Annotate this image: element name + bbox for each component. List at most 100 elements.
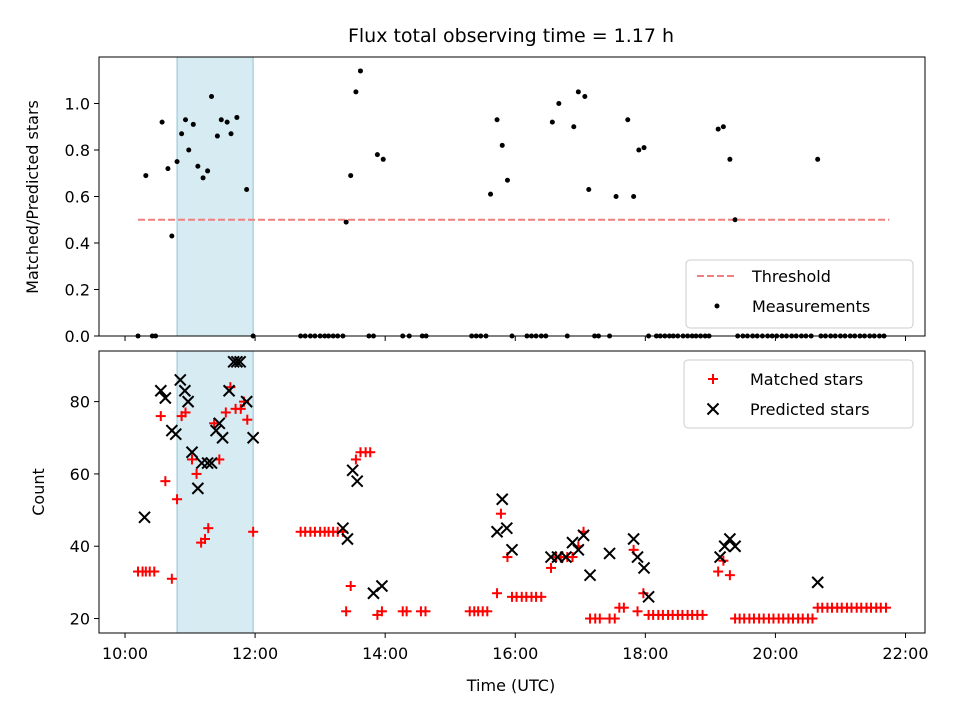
matched-star-point	[594, 613, 605, 624]
x-tick-label: 18:00	[622, 644, 668, 663]
bottom-panel-x-ticks: 10:00 12:00 14:00 16:00 18:00 20:00 22:00	[102, 633, 929, 663]
matched-star-point	[166, 573, 177, 584]
measurement-point	[165, 166, 171, 172]
y-tick-label: 20	[70, 610, 90, 629]
measurement-point	[499, 142, 505, 148]
matched-star-point	[495, 508, 506, 519]
measurement-point	[625, 117, 631, 123]
predicted-star-point	[631, 550, 644, 564]
x-tick-label: 10:00	[102, 644, 148, 663]
predicted-star-point	[490, 525, 504, 538]
measurement-point	[732, 217, 738, 223]
legend-predicted-label: Predicted stars	[750, 400, 870, 419]
measurement-point	[218, 117, 224, 123]
predicted-star-point	[375, 579, 389, 593]
predicted-star-point	[572, 543, 585, 557]
x-tick-label: 14:00	[362, 644, 408, 663]
x-tick-label: 20:00	[752, 644, 798, 663]
measurement-point	[556, 101, 562, 106]
measurement-point	[186, 147, 192, 153]
measurement-point	[504, 177, 510, 183]
measurement-point	[214, 133, 220, 139]
measurement-point	[357, 68, 363, 74]
top-legend: Threshold Measurements	[685, 259, 914, 329]
matched-star-point	[536, 591, 547, 602]
x-tick-label: 22:00	[882, 644, 928, 663]
predicted-star-point	[505, 543, 519, 557]
measurement-point	[224, 119, 230, 125]
predicted-star-point	[213, 417, 226, 430]
measurement-point	[720, 124, 726, 130]
y-tick-label: 60	[70, 465, 90, 484]
predicted-star-point	[500, 521, 514, 535]
predicted-star-point	[811, 576, 824, 589]
matched-star-point	[638, 588, 649, 599]
x-tick-label: 12:00	[232, 644, 278, 663]
matched-star-point	[632, 606, 643, 617]
predicted-star-point	[496, 493, 509, 506]
predicted-star-point	[178, 384, 192, 397]
predicted-star-point	[233, 355, 247, 369]
measurement-point	[205, 168, 211, 174]
predicted-stars-points	[138, 355, 824, 604]
measurement-point	[575, 89, 581, 95]
measurement-point	[727, 156, 733, 162]
bottom-panel: 20 40 60 80 10:00 12:00 14:00 16:00 18:00 20:00 2…	[29, 350, 929, 695]
bottom-panel-y-ticks: 20 40 60 80	[70, 393, 99, 629]
matched-star-point	[172, 494, 183, 505]
measurement-point	[209, 94, 215, 100]
y-tick-label: 1.0	[65, 95, 90, 114]
legend-matched-label: Matched stars	[750, 370, 863, 389]
matched-star-point	[248, 526, 259, 537]
measurement-point	[190, 121, 196, 127]
predicted-star-point	[216, 431, 229, 444]
legend-measurements-swatch	[714, 303, 720, 309]
predicted-star-point	[138, 511, 151, 524]
predicted-star-point	[240, 395, 253, 408]
legend-predicted-marker	[706, 402, 720, 416]
measurement-point	[488, 191, 494, 197]
predicted-star-point	[191, 482, 205, 495]
predicted-star-point	[713, 550, 727, 564]
legend-threshold-label: Threshold	[751, 267, 831, 286]
matched-star-point	[807, 613, 818, 624]
measurement-point	[228, 131, 234, 137]
predicted-star-point	[642, 590, 655, 604]
y-tick-label: 0.2	[65, 281, 90, 300]
predicted-star-point	[230, 355, 244, 369]
matched-star-point	[187, 454, 198, 465]
legend-measurements-label: Measurements	[752, 297, 870, 316]
matched-star-point	[200, 534, 211, 544]
measurement-point	[200, 175, 206, 181]
predicted-star-point	[346, 464, 359, 477]
matched-star-point	[191, 468, 202, 479]
top-panel-y-ticks: 0.0 0.2 0.4 0.6 0.8 1.0	[65, 95, 99, 346]
matched-star-point	[235, 403, 246, 414]
matched-star-point	[376, 606, 387, 617]
matched-star-point	[697, 609, 708, 620]
predicted-star-point	[723, 532, 737, 546]
predicted-star-point	[350, 474, 364, 488]
predicted-star-point	[627, 532, 640, 546]
predicted-star-point	[718, 540, 731, 553]
top-panel-shaded-span	[176, 56, 254, 337]
matched-star-point	[203, 523, 214, 534]
measurement-point	[374, 152, 380, 158]
predicted-star-point	[174, 373, 187, 387]
measurement-point	[571, 124, 577, 130]
measurement-point	[234, 114, 240, 120]
predicted-star-point	[336, 521, 350, 535]
predicted-star-point	[341, 532, 354, 546]
predicted-star-point	[205, 456, 218, 470]
y-tick-label: 0.6	[65, 188, 90, 207]
legend-predicted-swatch	[706, 402, 720, 416]
measurement-point	[631, 194, 637, 199]
predicted-star-point	[603, 547, 616, 560]
predicted-star-point	[637, 561, 651, 575]
x-axis-label: Time (UTC)	[466, 676, 555, 695]
top-panel: 0.0 0.2 0.4 0.6 0.8 1.0 Matched/Predicted sta…	[23, 56, 926, 346]
measurement-point	[159, 119, 165, 125]
bottom-panel-shaded-span	[176, 350, 254, 634]
matched-star-point	[713, 566, 724, 577]
